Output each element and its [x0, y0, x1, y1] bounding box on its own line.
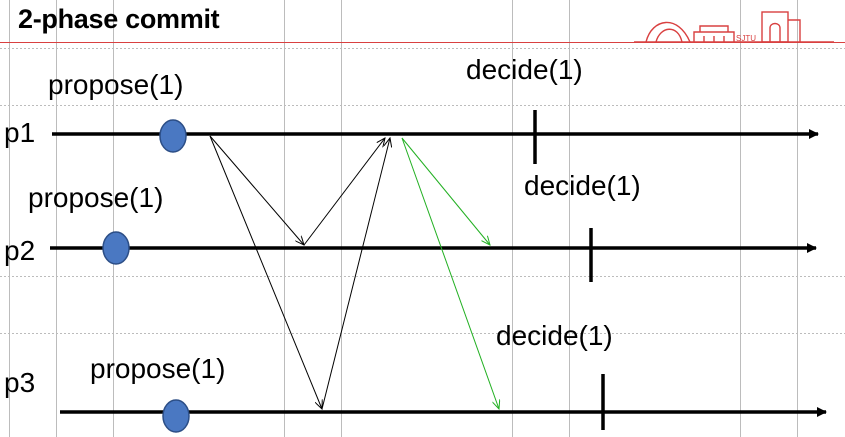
- propose-dot-p1: [159, 119, 187, 153]
- message-p2-to-p1: [303, 138, 385, 246]
- propose-label-p2: propose(1): [28, 182, 164, 213]
- slide-title: 2-phase commit: [18, 4, 220, 34]
- title-rule: [0, 42, 845, 43]
- propose-dot-p3: [162, 399, 190, 433]
- message-p1-to-p2: [209, 135, 304, 245]
- process-label-p1: p1: [4, 117, 36, 148]
- decide-label-p2: decide(1): [524, 170, 641, 201]
- decide-message-p1-to-p2: [401, 137, 490, 245]
- university-logo: SJTU: [634, 11, 834, 43]
- propose-label-p1: propose(1): [48, 69, 184, 100]
- decide-label-p1: decide(1): [466, 54, 583, 85]
- message-p1-to-p3: [209, 135, 322, 409]
- propose-label-p3: propose(1): [90, 353, 226, 384]
- decide-label-p3: decide(1): [496, 320, 613, 351]
- decide-message-p1-to-p3: [401, 137, 499, 409]
- propose-dot-p2: [102, 231, 130, 265]
- process-label-p2: p2: [4, 235, 36, 266]
- process-label-p3: p3: [4, 367, 36, 398]
- logo-text: SJTU: [736, 34, 756, 43]
- message-p3-to-p1: [321, 138, 390, 410]
